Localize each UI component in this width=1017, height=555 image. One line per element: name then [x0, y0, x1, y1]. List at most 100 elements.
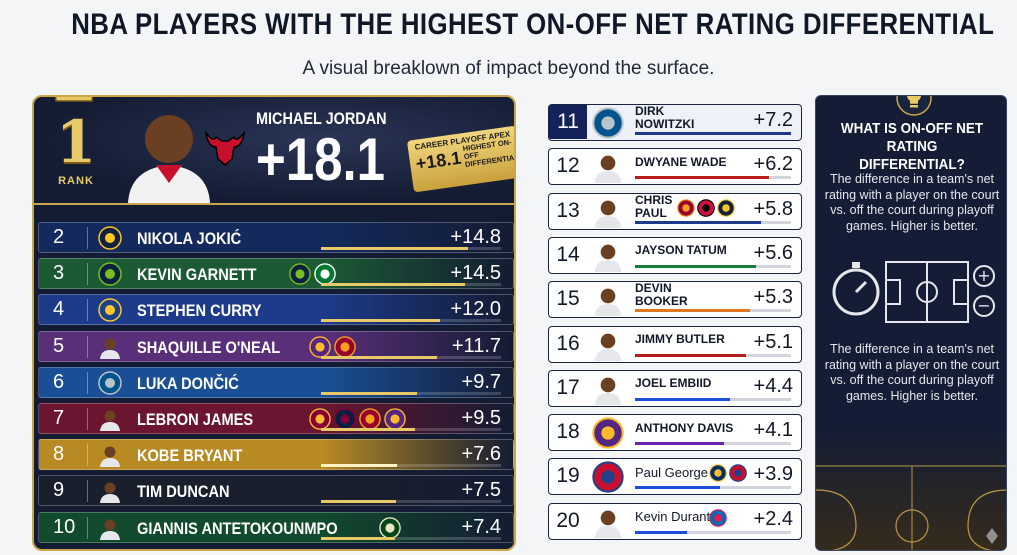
team-logos	[677, 198, 735, 217]
ranking-row: 10 GIANNIS ANTETOKOUNMPO +7.4	[38, 511, 514, 543]
row-logo	[97, 443, 125, 468]
player-icon	[594, 244, 622, 272]
player-icon	[594, 155, 622, 184]
player-name: Kevin Durant	[635, 509, 711, 525]
rank-number: 1	[55, 108, 97, 176]
value-bar-track	[321, 355, 501, 359]
row-value: +7.6	[461, 443, 501, 466]
career-apex-badge: CAREER PLAYOFF APEX +18.1 HIGHEST ON-OFF…	[406, 125, 514, 193]
stopwatch-court-icon: + −	[832, 261, 995, 323]
rank-number: 3	[53, 262, 65, 285]
player-name: CHRIS PAUL	[635, 192, 673, 220]
player-icon	[594, 200, 622, 228]
rank-number: 17	[556, 375, 580, 399]
nuggets-icon	[98, 226, 122, 250]
ranking-row: 5 SHAQUILLE O'NEAL +11.7	[38, 330, 514, 362]
rank-number: 18	[556, 420, 580, 444]
row-value: +9.7	[461, 370, 501, 393]
player-photo	[591, 107, 625, 139]
row-divider	[87, 444, 88, 467]
value-bar	[635, 264, 757, 268]
rank-number: 12	[556, 154, 580, 178]
svg-text:+: +	[977, 266, 990, 285]
rank-number: 13	[556, 198, 580, 222]
player-name: LEBRON JAMES	[137, 410, 254, 429]
row-divider	[87, 263, 88, 286]
definition-heading: WHAT IS ON-OFF NET RATING DIFFERENTIAL?	[840, 120, 984, 173]
value-bar-track	[635, 264, 791, 268]
mavericks-icon	[592, 107, 624, 139]
row-logo	[97, 298, 125, 323]
lakers-icon	[384, 408, 406, 430]
player-photo-icon	[128, 115, 210, 203]
clippers-icon	[729, 464, 747, 483]
rank-label: RANK	[58, 175, 94, 187]
rank-number: 20	[556, 508, 580, 532]
bulls-icon	[204, 130, 246, 166]
rank-number: 16	[556, 331, 580, 355]
ranking-row: 17 JOEL EMBIID +4.4	[548, 369, 802, 407]
player-icon	[594, 377, 622, 405]
heat-icon	[334, 335, 356, 358]
definition-panel: WHAT IS ON-OFF NET RATING DIFFERENTIAL? …	[815, 95, 1007, 551]
row-value: +6.2	[753, 153, 793, 176]
value-bar	[635, 353, 746, 357]
crown-icon	[54, 97, 94, 102]
clippers-icon	[592, 461, 624, 494]
value-bar-track	[321, 536, 501, 540]
value-bar	[635, 220, 761, 224]
player-name: GIANNIS ANTETOKOUNMPO	[137, 518, 338, 538]
ranking-row: 14 JAYSON TATUM +5.6	[548, 236, 802, 274]
row-value: +4.4	[753, 374, 793, 397]
ranking-row: 13 CHRIS PAUL +5.8	[548, 192, 802, 230]
nuggets-icon	[717, 198, 735, 217]
bulls-icon	[697, 198, 715, 217]
value-bar-track	[635, 220, 791, 224]
value-bar	[321, 355, 438, 359]
value-bar-track	[635, 486, 791, 490]
player-photo	[591, 151, 625, 184]
player-photo	[591, 284, 625, 317]
row-value: +5.6	[753, 241, 793, 264]
row-logo	[97, 407, 125, 431]
row-logo	[97, 335, 125, 359]
player-icon	[100, 482, 120, 504]
pacers-icon	[709, 464, 727, 483]
player-icon	[100, 338, 120, 359]
row-logo	[97, 479, 125, 504]
value-bar	[321, 500, 396, 504]
player-name: KEVIN GARNETT	[137, 265, 257, 285]
chart-subtitle: A visual breaklown of impact beyond the …	[302, 58, 715, 79]
value-bar	[321, 283, 466, 287]
player-photo	[591, 506, 625, 538]
player-name: TIM DUNCAN	[137, 482, 230, 502]
value-bar	[321, 319, 441, 323]
rank-number: 4	[53, 298, 65, 321]
value-bar-track	[321, 500, 501, 504]
player-name: Paul George	[635, 464, 708, 480]
court-decoration-icon	[816, 426, 1006, 550]
chart-title: NBA PLAYERS WITH THE HIGHEST ON-OFF NET …	[71, 8, 995, 41]
timberwolves-icon	[289, 263, 311, 285]
player-name: SHAQUILLE O'NEAL	[137, 337, 281, 357]
player-name: ANTHONY DAVIS	[635, 420, 734, 435]
lakers-icon	[309, 335, 331, 358]
rank-number: 6	[53, 370, 65, 393]
value-bar-track	[635, 397, 791, 401]
value-bar	[321, 464, 397, 468]
ranking-row: 16 JIMMY BUTLER +5.1	[548, 325, 802, 363]
player-name: KOBE BRYANT	[137, 446, 243, 466]
value-bar	[635, 530, 687, 534]
value-bar	[635, 309, 750, 313]
rank-number: 9	[53, 479, 65, 502]
ranking-row: 7 LEBRON JAMES +9.5	[38, 403, 514, 434]
rank-number: 2	[53, 226, 65, 248]
row-value: +4.1	[753, 419, 793, 442]
player-photo	[591, 461, 625, 494]
rank-number: 7	[53, 407, 65, 429]
row-logo	[97, 371, 125, 395]
ranking-row: 6 LUKA DONČIĆ +9.7	[38, 366, 514, 398]
row-value: +3.9	[753, 463, 793, 486]
ranking-row: 15 DEVIN BOOKER +5.3	[548, 281, 802, 319]
rank-number: 19	[556, 464, 580, 488]
